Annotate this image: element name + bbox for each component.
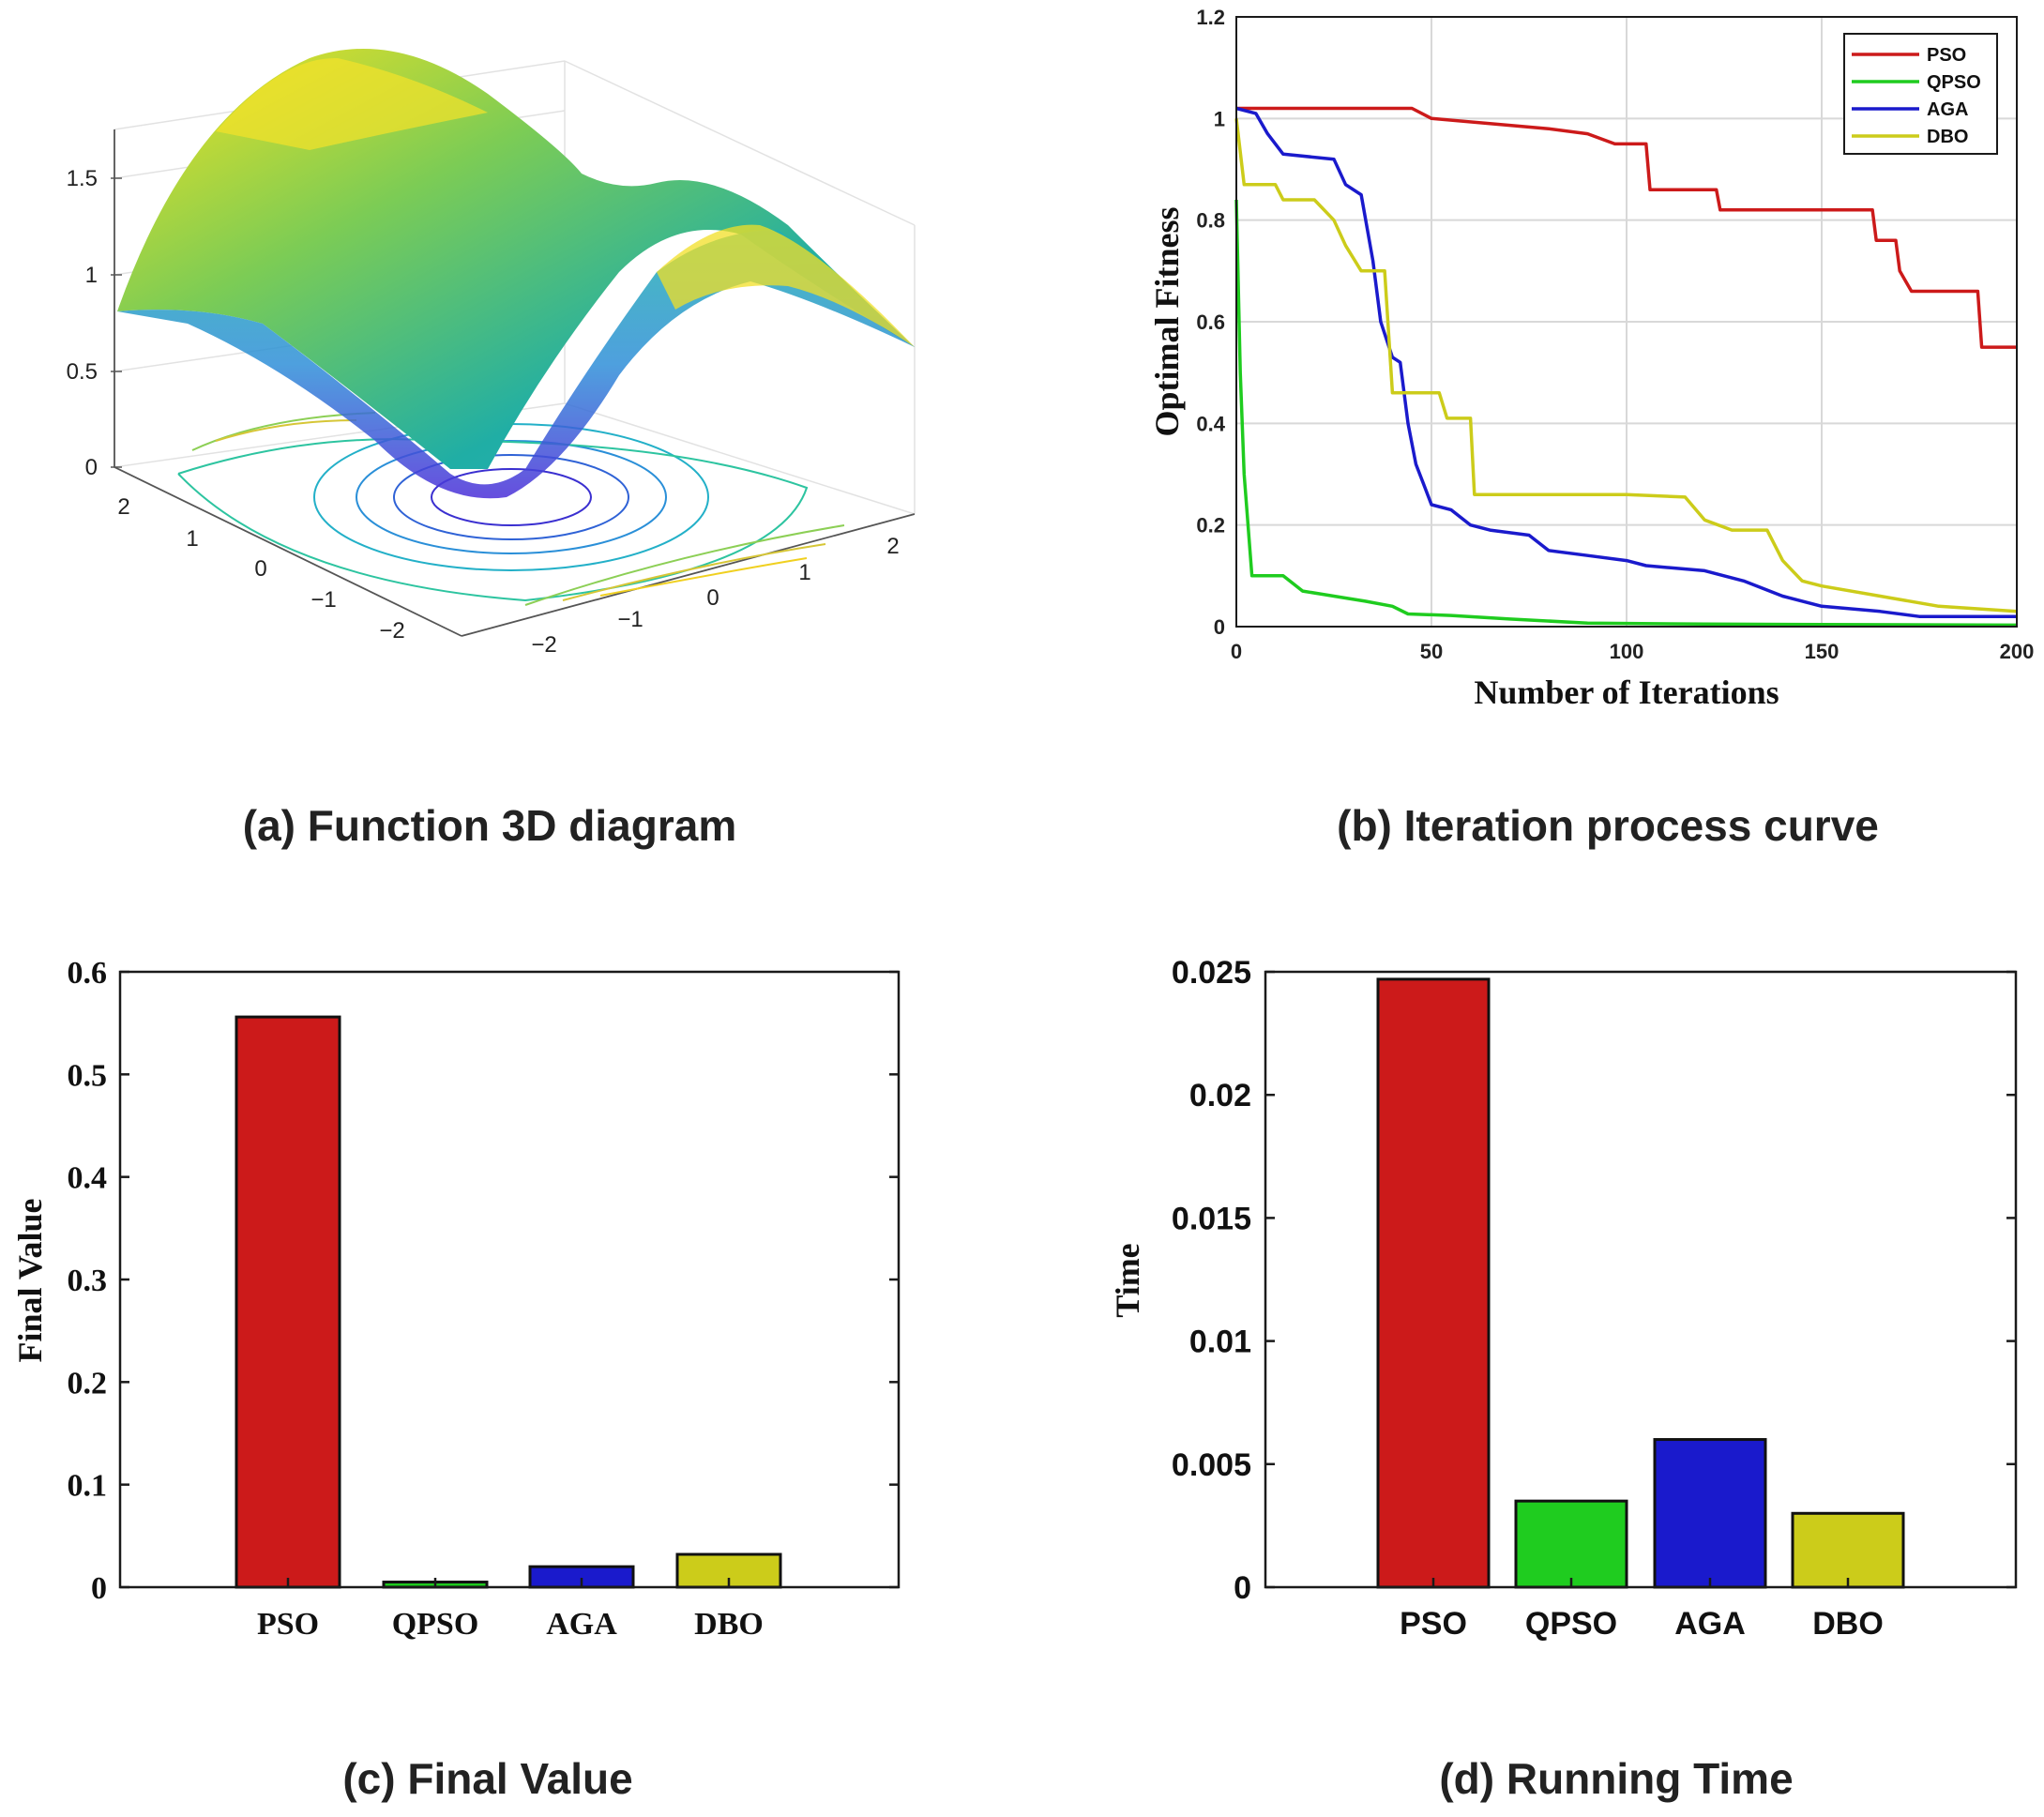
y-tick-label: 0 [1234,1570,1251,1606]
left-axis-tick-label: −1 [310,587,336,613]
y-tick-label: 0.2 [68,1366,108,1401]
y-tick-label: 0.4 [1196,412,1225,435]
y-tick-label: 0.1 [68,1469,108,1504]
legend: PSO QPSO AGA DBO [1843,33,1998,155]
y-tick-label: 0 [91,1571,107,1606]
right-axis-tick-label: −1 [617,607,643,632]
bars [1376,977,1905,1589]
right-axis-tick-label: 1 [798,560,810,585]
bar-dbo [1791,1511,1905,1589]
z-tick-label: 1.5 [67,166,98,191]
bar-aga [1653,1438,1767,1589]
left-axis-tick-label: 2 [117,494,129,520]
series-lines [1234,106,2018,628]
x-ticks: 0 50 100 150 200 [1231,640,2034,663]
y-tick-label: 0.2 [1196,514,1225,538]
x-tick-label: 150 [1805,640,1840,663]
y-tick-label: 0 [1214,615,1225,639]
x-ticks: PSO QPSO AGA DBO [1400,1578,1884,1642]
series-line-pso [1236,106,2017,349]
legend-label-pso: PSO [1927,45,1966,66]
legend-entries: PSO QPSO AGA DBO [1852,45,1981,147]
y-ticks: 0 0.2 0.4 0.6 0.8 1 1.2 [1196,6,1225,639]
y-tick-label: 0.02 [1189,1078,1251,1113]
legend-label-dbo: DBO [1927,127,1968,147]
caption-a: (a) Function 3D diagram [243,801,736,850]
x-tick-label: 200 [2000,640,2035,663]
x-tick-label: PSO [257,1607,319,1642]
bar-pso [1376,977,1491,1589]
panel-a: 0 0.5 1 1.5 2 1 0 −1 −2 −2 −1 0 1 2 (a) Function 3D… [67,48,916,850]
y-tick-label: 0.005 [1172,1447,1251,1483]
caption-c: (c) Final Value [342,1754,632,1803]
x-tick-label: DBO [1812,1606,1884,1642]
right-axis-ticks: −2 −1 0 1 2 [531,534,899,658]
series-line-dbo [1234,118,2018,613]
x-tick-label: 0 [1231,640,1242,663]
y-ticks: 0 0.1 0.2 0.3 0.4 0.5 0.6 [68,956,899,1606]
right-axis-tick-label: −2 [531,632,556,658]
caption-d: (d) Running Time [1439,1754,1793,1803]
x-ticks: PSO QPSO AGA DBO [257,1578,764,1642]
x-tick-label: AGA [546,1607,617,1642]
left-axis-tick-label: −2 [379,618,404,644]
z-tick-label: 0.5 [67,359,98,385]
bar-qpso [1514,1499,1628,1589]
x-tick-label: 50 [1420,640,1443,663]
plot-frame [1264,970,2018,1589]
panel-c: 0 0.1 0.2 0.3 0.4 0.5 0.6 PSO QPSO AGA DBO Final … [11,956,901,1803]
y-axis-label: Time [1109,1243,1146,1317]
x-tick-label: DBO [694,1607,764,1642]
left-axis-tick-label: 1 [186,526,198,552]
z-axis-ticks: 0 0.5 1 1.5 [67,166,122,480]
y-tick-label: 0.8 [1196,209,1225,233]
contour-lines [177,412,845,606]
right-axis-tick-label: 2 [886,534,899,559]
caption-b: (b) Iteration process curve [1337,801,1879,850]
z-tick-label: 1 [85,263,98,288]
x-tick-label: QPSO [392,1607,479,1642]
y-tick-label: 0.3 [68,1264,108,1298]
surface-floor-axes [114,129,916,637]
function-surface [117,48,915,499]
legend-label-qpso: QPSO [1927,72,1981,93]
y-tick-label: 0.025 [1172,955,1251,991]
y-tick-label: 0.01 [1189,1325,1251,1360]
left-axis-ticks: 2 1 0 −1 −2 [117,494,404,644]
z-tick-label: 0 [85,455,98,480]
plot-frame [1235,16,2018,628]
series-line-aga [1235,106,2017,618]
bars [235,1015,782,1589]
panel-b: 0 50 100 150 200 0 0.2 0.4 0.6 0.8 1 1.2 Number of… [1148,6,2034,850]
legend-label-aga: AGA [1927,99,1968,120]
y-tick-label: 0.6 [1196,310,1225,334]
y-tick-label: 1 [1214,107,1225,130]
left-axis-tick-label: 0 [254,556,266,582]
panel-d: 0 0.005 0.01 0.015 0.02 0.025 PSO QPSO AGA DBO T… [1109,955,2018,1803]
y-tick-label: 1.2 [1196,6,1225,29]
y-ticks: 0 0.005 0.01 0.015 0.02 0.025 [1172,955,2016,1606]
y-axis-label: Optimal Fitness [1148,206,1186,436]
x-tick-label: AGA [1674,1606,1746,1642]
right-axis-tick-label: 0 [706,585,719,611]
y-tick-label: 0.5 [68,1058,108,1093]
y-axis-label: Final Value [11,1198,49,1362]
y-tick-label: 0.6 [68,956,108,991]
y-tick-label: 0.015 [1172,1201,1251,1236]
bar-pso [235,1015,341,1589]
x-axis-label: Number of Iterations [1474,674,1779,711]
x-tick-label: PSO [1400,1606,1467,1642]
x-tick-label: QPSO [1525,1606,1617,1642]
y-tick-label: 0.4 [68,1161,108,1196]
series-line-qpso [1234,199,2018,628]
x-tick-label: 100 [1610,640,1644,663]
